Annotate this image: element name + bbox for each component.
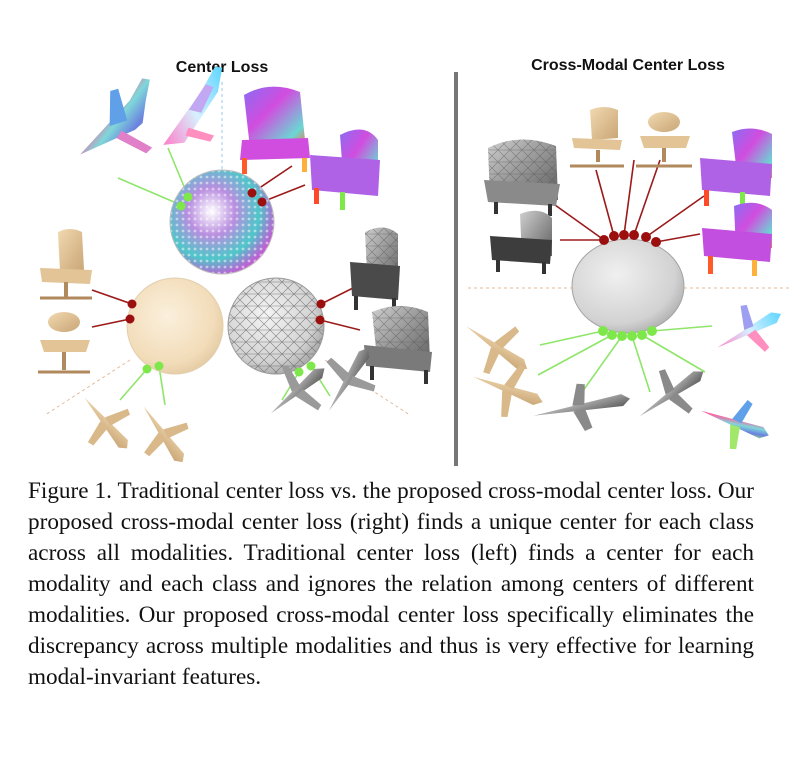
pointcloud-chair-icon	[310, 129, 380, 210]
mesh-airplane-icon	[639, 369, 704, 417]
mesh-airplane-icon	[326, 347, 376, 411]
mesh-airplane-icon	[270, 365, 325, 414]
image-center-sphere	[126, 277, 224, 375]
separator-line	[44, 359, 131, 416]
figure-caption: Figure 1. Traditional center loss vs. th…	[28, 478, 754, 690]
image-airplane-icon	[84, 397, 131, 449]
mesh-airplane-icon	[533, 383, 630, 431]
image-nodes	[125, 188, 326, 325]
mesh-chair-icon	[364, 306, 432, 384]
left-panel-title: Center Loss	[176, 59, 269, 76]
image-chair-icon	[38, 312, 90, 374]
chair-nodes	[599, 230, 661, 247]
airplane-connectors	[537, 325, 713, 396]
pointcloud-chair-icon	[240, 86, 310, 174]
airplane-nodes	[598, 326, 657, 341]
image-chair-icon	[636, 112, 692, 168]
figure-1: Center Loss Cross-Modal Center Loss	[38, 57, 790, 466]
right-panel-title: Cross-Modal Center Loss	[531, 57, 725, 74]
right-panel	[466, 107, 790, 450]
mesh-center-sphere	[227, 277, 325, 375]
left-panel	[38, 66, 432, 463]
pointcloud-airplane-icon	[163, 66, 223, 145]
pointcloud-chair-icon	[700, 128, 772, 208]
pointcloud-airplane-icon	[80, 78, 153, 155]
image-airplane-icon	[143, 406, 189, 463]
pointcloud-chair-icon	[702, 202, 772, 276]
image-airplane-icon	[473, 364, 543, 417]
mesh-chair-icon	[490, 210, 552, 274]
pointcloud-center-sphere	[169, 169, 275, 275]
pointcloud-airplane-icon	[717, 304, 781, 352]
mesh-chair-icon	[484, 139, 560, 216]
chair-connectors	[547, 159, 705, 243]
figure-illustration: Center Loss Cross-Modal Center Loss	[38, 57, 790, 466]
mesh-chair-icon	[350, 227, 400, 310]
image-airplane-icon	[466, 326, 528, 375]
cross-modal-center-sphere	[571, 238, 685, 334]
image-chair-icon	[570, 107, 624, 168]
image-chair-icon	[40, 229, 92, 300]
pointcloud-nodes	[142, 192, 316, 377]
pointcloud-airplane-icon	[701, 400, 769, 450]
